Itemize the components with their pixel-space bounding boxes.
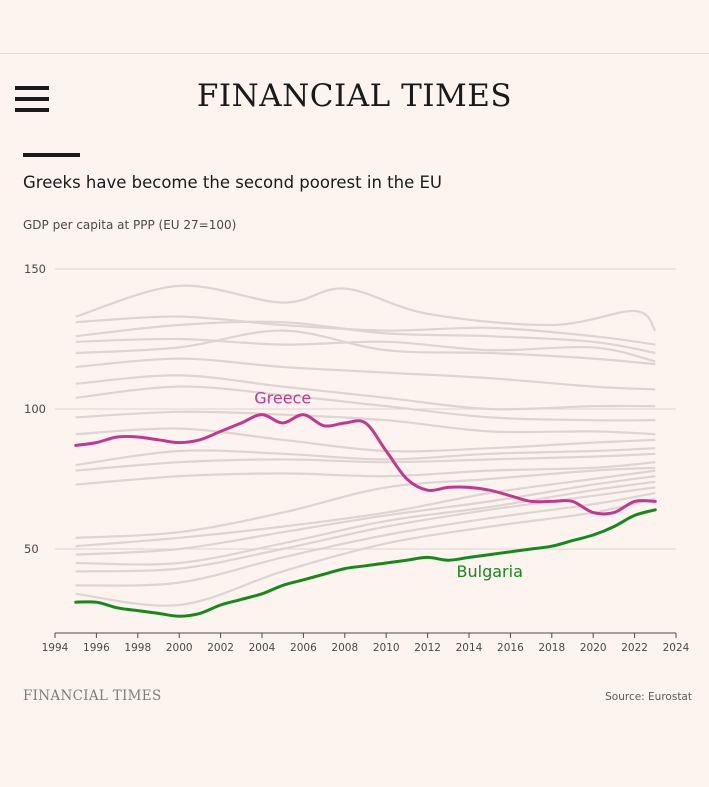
background-series-line-0 <box>75 284 657 332</box>
background-series-line-14 <box>75 469 656 548</box>
background-series-line-9 <box>75 427 656 453</box>
background-series-line-11 <box>75 452 656 472</box>
background-series-line-19 <box>75 497 656 607</box>
x-tick-label: 2022 <box>621 642 648 654</box>
top-divider <box>0 53 709 54</box>
footer-brand: FINANCIAL TIMES <box>23 688 162 704</box>
x-tick-label: 2008 <box>331 642 358 654</box>
background-series-line-13 <box>75 466 656 539</box>
x-tick-label: 2024 <box>663 642 690 654</box>
x-tick-label: 1994 <box>42 642 69 654</box>
x-tick-label: 2012 <box>414 642 441 654</box>
masthead[interactable]: FINANCIAL TIMES <box>196 78 513 114</box>
accent-bar <box>23 153 80 157</box>
line-chart: 50 100 150 1994 1996 1998 2000 2002 2004 2006 2008… <box>24 262 690 654</box>
background-series-line-3 <box>75 337 656 363</box>
background-series-line-4 <box>75 329 656 366</box>
greece-series-line <box>74 413 657 516</box>
background-series-line-7 <box>75 385 656 422</box>
background-series-line-12 <box>75 461 656 486</box>
background-series-line-5 <box>75 357 656 391</box>
chart-headline: Greeks have become the second poorest in… <box>23 173 442 192</box>
x-tick-label: 2006 <box>290 642 317 654</box>
x-tick-label: 2018 <box>538 642 565 654</box>
background-series-line-1 <box>75 315 656 346</box>
x-tick-label: 1998 <box>124 642 151 654</box>
background-series-line-15 <box>75 475 656 556</box>
background-series-line-2 <box>75 320 656 355</box>
y-tick-label: 50 <box>24 542 39 556</box>
bulgaria-series-line <box>74 508 657 618</box>
x-tick-label: 2014 <box>456 642 483 654</box>
chart-subtitle: GDP per capita at PPP (EU 27=100) <box>23 218 237 232</box>
greece-series-label: Greece <box>254 388 311 407</box>
x-tick-label: 2000 <box>166 642 193 654</box>
x-tick-label: 2010 <box>373 642 400 654</box>
x-tick-label: 2020 <box>580 642 607 654</box>
source-note: Source: Eurostat <box>605 691 692 703</box>
bulgaria-series-label: Bulgaria <box>457 562 523 581</box>
background-series-line-10 <box>75 447 656 467</box>
y-tick-label: 150 <box>24 262 46 276</box>
x-tick-label: 1996 <box>83 642 110 654</box>
background-series-line-17 <box>75 486 656 573</box>
x-tick-label: 2002 <box>207 642 234 654</box>
x-tick-label: 2016 <box>497 642 524 654</box>
x-tick-label: 2004 <box>249 642 276 654</box>
background-series-line-16 <box>75 480 656 566</box>
background-series-line-6 <box>75 374 656 411</box>
background-series-line-8 <box>75 410 656 436</box>
hamburger-menu-icon[interactable] <box>15 86 49 112</box>
y-tick-label: 100 <box>24 402 46 416</box>
